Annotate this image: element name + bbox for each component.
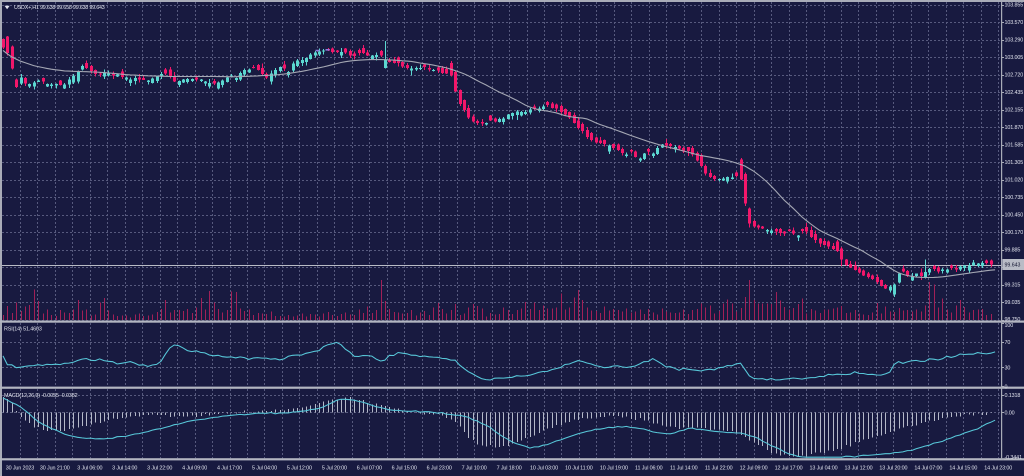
svg-text:98.750: 98.750 [1005,317,1021,323]
svg-text:99.315: 99.315 [1005,283,1021,289]
svg-text:-0.3441: -0.3441 [1005,455,1023,461]
svg-text:102.720: 102.720 [1005,73,1024,79]
svg-text:13 Jul 20:00: 13 Jul 20:00 [879,466,907,472]
svg-text:3 Jul 14:00: 3 Jul 14:00 [112,466,137,472]
svg-text:14 Jul 23:00: 14 Jul 23:00 [984,466,1012,472]
svg-text:7 Jul 18:00: 7 Jul 18:00 [497,466,522,472]
svg-text:0: 0 [1005,384,1008,390]
svg-text:5 Jul 20:00: 5 Jul 20:00 [322,466,347,472]
svg-text:7 Jul 10:00: 7 Jul 10:00 [462,466,487,472]
svg-text:102.155: 102.155 [1005,108,1024,114]
svg-text:11 Jul 14:00: 11 Jul 14:00 [670,466,698,472]
svg-text:6 Jul 23:00: 6 Jul 23:00 [427,466,452,472]
svg-text:10 Jul 11:00: 10 Jul 11:00 [565,466,593,472]
svg-text:103.290: 103.290 [1005,38,1024,44]
svg-text:0.00: 0.00 [1005,411,1015,417]
svg-text:3 Jul 22:00: 3 Jul 22:00 [147,466,172,472]
svg-text:13 Jul 04:00: 13 Jul 04:00 [810,466,838,472]
svg-text:100.450: 100.450 [1005,213,1024,219]
svg-text:6 Jul 07:00: 6 Jul 07:00 [357,466,382,472]
svg-text:4 Jul 09:00: 4 Jul 09:00 [182,466,207,472]
svg-text:70: 70 [1005,340,1011,346]
svg-text:14 Jul 07:00: 14 Jul 07:00 [914,466,942,472]
svg-text:RSI(14) 51.4603: RSI(14) 51.4603 [4,327,42,333]
svg-text:30 Jun 2023: 30 Jun 2023 [6,466,34,472]
svg-text:13 Jul 12:00: 13 Jul 12:00 [845,466,873,472]
svg-text:99.885: 99.885 [1005,248,1021,254]
svg-text:USDX+,H1 99.638 99.658 99.638: USDX+,H1 99.638 99.658 99.638 99.643 [14,5,105,11]
svg-text:30: 30 [1005,365,1011,371]
svg-text:5 Jul 04:00: 5 Jul 04:00 [252,466,277,472]
svg-text:101.870: 101.870 [1005,125,1024,131]
svg-text:10 Jul 19:00: 10 Jul 19:00 [600,466,628,472]
svg-text:4 Jul 17:00: 4 Jul 17:00 [217,466,242,472]
svg-text:101.020: 101.020 [1005,178,1024,184]
svg-text:99.035: 99.035 [1005,300,1021,306]
svg-text:101.585: 101.585 [1005,143,1024,149]
svg-text:0.1318: 0.1318 [1005,393,1021,399]
svg-text:100: 100 [1005,323,1014,329]
svg-text:100.170: 100.170 [1005,230,1024,236]
svg-text:3 Jul 06:00: 3 Jul 06:00 [77,466,102,472]
svg-text:100.735: 100.735 [1005,195,1024,201]
svg-text:103.855: 103.855 [1005,3,1024,9]
svg-text:11 Jul 06:00: 11 Jul 06:00 [635,466,663,472]
svg-text:10 Jul 03:00: 10 Jul 03:00 [530,466,558,472]
svg-text:30 Jun 21:00: 30 Jun 21:00 [40,466,70,472]
svg-text:11 Jul 22:00: 11 Jul 22:00 [705,466,733,472]
svg-text:101.305: 101.305 [1005,160,1024,166]
svg-text:MACD(12,26,9) -0.0055 -0.0382: MACD(12,26,9) -0.0055 -0.0382 [4,393,78,399]
svg-text:103.570: 103.570 [1005,20,1024,26]
svg-text:6 Jul 15:00: 6 Jul 15:00 [392,466,417,472]
svg-text:12 Jul 09:00: 12 Jul 09:00 [740,466,768,472]
svg-text:14 Jul 15:00: 14 Jul 15:00 [949,466,977,472]
svg-text:102.435: 102.435 [1005,90,1024,96]
svg-text:12 Jul 17:00: 12 Jul 17:00 [775,466,803,472]
svg-text:99.643: 99.643 [1005,263,1021,269]
svg-text:103.005: 103.005 [1005,55,1024,61]
svg-text:5 Jul 12:00: 5 Jul 12:00 [287,466,312,472]
